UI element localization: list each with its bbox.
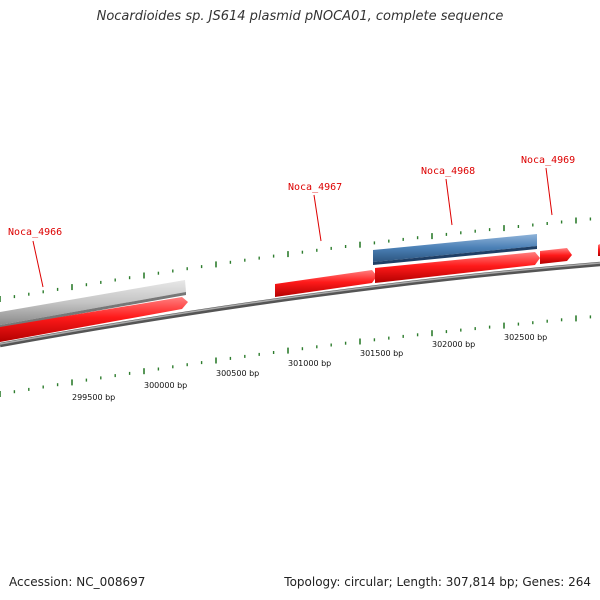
gene-label-noca-4967[interactable]: Noca_4967: [288, 182, 342, 193]
topology-summary-text: Topology: circular; Length: 307,814 bp; …: [284, 575, 591, 589]
scale-label-302000: 302000 bp: [432, 340, 475, 349]
leader-noca-4969: [545, 167, 553, 216]
inner-tick-track: [0, 315, 592, 397]
leader-noca-4966: [32, 240, 44, 288]
leader-noca-4967: [313, 194, 322, 242]
gene-label-leaders: [32, 167, 553, 288]
leader-noca-4968: [445, 178, 453, 226]
feature-noca-4966-pseudo[interactable]: [0, 280, 186, 328]
cds-noca-4968-forward[interactable]: [375, 252, 540, 283]
cds-noca-4969[interactable]: [540, 248, 572, 264]
scale-label-301000: 301000 bp: [288, 359, 331, 368]
sequence-backbone: [0, 261, 600, 348]
cds-noca-4966[interactable]: [0, 297, 188, 342]
scale-label-302500: 302500 bp: [504, 333, 547, 342]
outer-tick-track: [0, 217, 592, 302]
gene-label-noca-4968[interactable]: Noca_4968: [421, 166, 475, 177]
map-title: Nocardioides sp. JS614 plasmid pNOCA01, …: [96, 9, 504, 24]
sequence-backbone-highlight: [0, 262, 600, 345]
scale-label-300500: 300500 bp: [216, 369, 259, 378]
cds-noca-4968-reverse[interactable]: [373, 234, 537, 265]
gene-label-noca-4966[interactable]: Noca_4966: [8, 227, 62, 238]
scale-label-299500: 299500 bp: [72, 393, 115, 402]
cds-noca-4967[interactable]: [275, 270, 377, 297]
gene-label-noca-4969[interactable]: Noca_4969: [521, 155, 575, 166]
scale-label-301500: 301500 bp: [360, 349, 403, 358]
scale-label-300000: 300000 bp: [144, 381, 187, 390]
accession-text: Accession: NC_008697: [9, 575, 146, 589]
